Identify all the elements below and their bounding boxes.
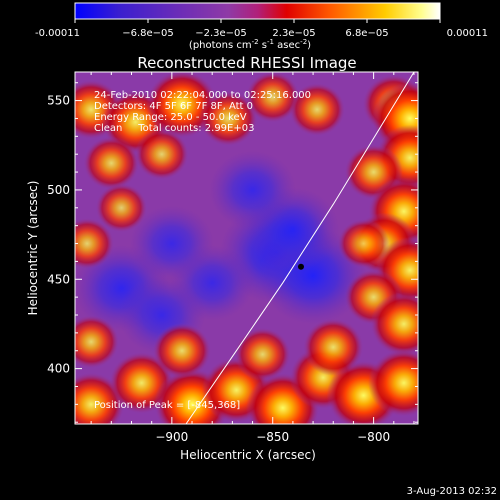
x-axis: −900 −850 −800 <box>90 72 415 444</box>
annotation-line-1: 24-Feb-2010 02:22:04.000 to 02:25:16.000 <box>94 90 311 101</box>
peak-marker <box>297 263 304 270</box>
colorbar: -0.00011 −6.8e−05 −2.3e−05 2.3e−05 6.8e−05 0.… <box>35 2 488 51</box>
annotation-line-3: Energy Range: 25.0 - 50.0 keV <box>94 112 247 123</box>
footer-date: 3-Aug-2013 02:32 <box>407 486 497 497</box>
annotation-line-4: Clean Total counts: 2.99E+03 <box>94 123 254 134</box>
emission-region <box>337 218 390 269</box>
emission-region <box>289 82 346 137</box>
negative-region <box>209 150 297 230</box>
colorbar-tick-label: −6.8e−05 <box>122 28 174 39</box>
colorbar-tick-label: 2.3e−05 <box>272 28 315 39</box>
chart-title: Reconstructed RHESSI Image <box>137 54 356 72</box>
x-tick-label: −900 <box>155 430 188 444</box>
peak-position-label: Position of Peak = [-845,368] <box>94 400 240 411</box>
emission-region <box>152 323 212 379</box>
solar-limb-line <box>185 72 415 424</box>
heatmap-negative-regions <box>75 150 368 355</box>
colorbar-ticks: -0.00011 −6.8e−05 −2.3e−05 2.3e−05 6.8e−05 0.… <box>35 19 488 39</box>
colorbar-tick-label: −2.3e−05 <box>195 28 247 39</box>
colorbar-tick-label: 0.00011 <box>447 28 488 39</box>
y-tick-label: 500 <box>47 183 70 197</box>
colorbar-unit-label: (photons cm-2 s-1 asec-2) <box>189 38 311 51</box>
colorbar-gradient <box>74 2 441 20</box>
y-tick-label: 400 <box>47 362 70 376</box>
emission-region <box>95 183 148 233</box>
plot-frame <box>74 71 419 425</box>
x-tick-label: −800 <box>357 430 390 444</box>
emission-region <box>75 315 120 369</box>
x-tick-label: −850 <box>256 430 289 444</box>
x-axis-label: Heliocentric X (arcsec) <box>180 448 316 462</box>
colorbar-tick-label: -0.00011 <box>35 28 80 39</box>
colorbar-tick-label: 6.8e−05 <box>345 28 388 39</box>
emission-region <box>368 348 418 417</box>
emission-region <box>370 292 418 356</box>
y-axis-label: Heliocentric Y (arcsec) <box>26 181 40 316</box>
emission-region <box>245 72 300 123</box>
heatmap-emission-regions <box>75 72 418 424</box>
emission-region <box>75 217 115 270</box>
heatmap-image: 24-Feb-2010 02:22:04.000 to 02:25:16.000… <box>75 72 418 424</box>
annotation-line-2: Detectors: 4F 5F 6F 7F 8F, Att 0 <box>94 101 253 112</box>
emission-region <box>199 90 258 147</box>
emission-region <box>302 318 364 376</box>
emission-region <box>234 327 291 382</box>
emission-region <box>134 128 189 180</box>
negative-region <box>129 205 214 282</box>
y-axis: 400 450 500 550 <box>47 82 418 423</box>
emission-region <box>83 136 140 190</box>
y-tick-label: 450 <box>47 272 70 286</box>
y-tick-label: 550 <box>47 94 70 108</box>
